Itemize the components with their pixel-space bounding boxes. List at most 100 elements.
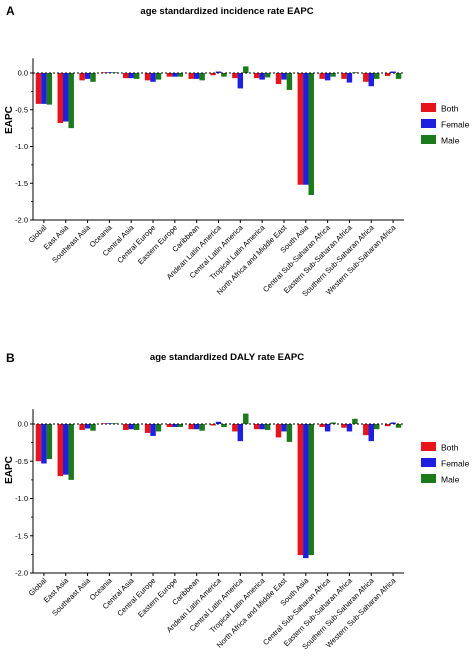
bar-female-16 [390,422,396,424]
bar-male-15 [373,73,380,79]
bar-male-6 [177,73,184,77]
daly-eapc-chart: age standardized DALY rate EAPC EAPC 0.0… [4,352,470,651]
legend-swatch-both [421,103,436,112]
bar-both-8 [210,73,216,76]
bar-male-13 [330,422,336,424]
incidence-eapc-chart: age standardized incidence rate EAPC EAP… [4,6,470,298]
bar-female-1 [63,73,69,122]
bar-female-15 [368,424,374,442]
y-tick-label: -0.5 [15,105,28,114]
bar-male-12 [308,73,314,196]
bar-both-11 [275,73,282,85]
y-tick-label: -1.0 [15,494,28,503]
bar-both-1 [57,424,64,477]
bar-female-11 [281,73,287,80]
bar-both-0 [35,73,42,104]
bar-both-8 [210,424,216,426]
legend-label: Male [441,136,460,146]
legend-label: Male [441,475,460,485]
bar-female-0 [41,73,47,104]
y-tick-label: -0.5 [15,457,28,466]
bar-male-9 [243,66,249,73]
panel-b-letter: B [6,351,15,365]
bar-both-6 [166,73,173,77]
bar-female-8 [215,421,222,424]
bar-both-1 [57,73,64,123]
bar-male-9 [243,413,249,424]
bar-male-10 [264,424,271,430]
bar-female-6 [172,424,178,427]
bar-female-12 [303,73,309,185]
bar-female-0 [41,424,47,464]
bar-female-9 [237,424,244,442]
bar-male-8 [221,73,227,77]
bar-male-16 [395,73,402,79]
legend-label: Female [441,120,470,130]
bar-male-11 [286,424,293,442]
y-tick-label: -2.0 [15,569,28,578]
bar-both-10 [253,73,260,79]
y-tick-label: -1.5 [15,531,28,540]
bar-both-7 [188,73,194,79]
bar-both-9 [232,73,238,79]
bar-both-9 [232,424,238,432]
bar-both-5 [144,424,151,433]
bar-male-11 [286,73,293,90]
bar-both-12 [297,424,304,556]
bar-male-0 [46,424,53,460]
bar-female-14 [346,73,353,83]
bar-female-1 [63,424,69,475]
bar-female-2 [84,73,91,79]
bar-female-6 [172,73,178,77]
bar-both-0 [35,424,42,462]
bar-female-16 [390,71,396,73]
bar-female-10 [259,424,265,430]
bar-both-15 [363,424,369,436]
bar-female-5 [150,424,156,436]
bar-female-11 [281,424,287,432]
bar-male-1 [68,424,74,480]
bar-female-13 [324,73,331,81]
bar-female-15 [368,73,374,87]
bar-female-12 [303,424,309,559]
legend-swatch-male [421,135,436,144]
bar-male-6 [177,424,184,427]
bar-male-4 [133,73,140,79]
legend-swatch-female [421,458,436,467]
y-tick-label: 0.0 [18,69,28,78]
bar-both-7 [188,424,194,430]
bar-both-4 [123,424,129,430]
bar-male-15 [373,424,380,430]
bar-male-4 [133,424,140,430]
legend-label: Female [441,459,470,469]
y-tick-label: -2.0 [15,216,28,225]
bar-both-14 [341,424,347,428]
bar-both-14 [341,73,347,79]
y-axis-label: EAPC [4,106,15,134]
bar-male-5 [155,424,162,432]
bar-male-10 [264,73,271,78]
bar-both-12 [297,73,304,185]
bar-male-2 [90,424,96,431]
bar-female-7 [193,73,200,79]
bar-female-13 [324,424,331,432]
legend-label: Both [441,104,459,114]
legend-swatch-female [421,119,436,128]
bar-female-5 [150,73,156,82]
bar-female-9 [237,73,244,89]
y-axis-label: EAPC [4,456,15,484]
bar-male-7 [199,73,205,81]
bar-female-10 [259,73,265,80]
bar-male-0 [46,73,53,105]
bar-female-7 [193,424,200,430]
bar-both-13 [319,73,325,79]
bar-female-2 [84,424,91,429]
bar-male-12 [308,424,314,556]
bar-both-3 [101,423,107,424]
y-tick-label: -1.0 [15,142,28,151]
x-category-label: Southeast Asia [50,222,92,264]
bar-male-2 [90,73,96,82]
bar-male-13 [330,73,336,77]
bar-female-8 [215,71,222,73]
chart-title: age standardized incidence rate EAPC [140,6,313,17]
